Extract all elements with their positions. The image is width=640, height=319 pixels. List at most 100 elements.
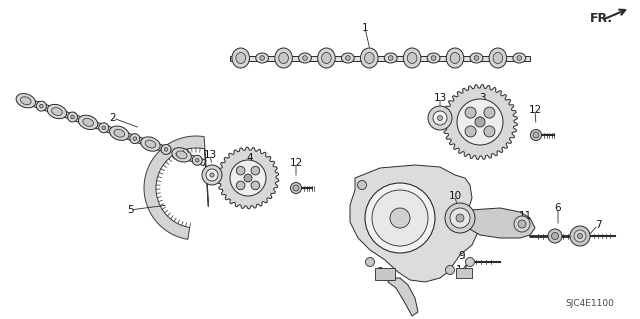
Polygon shape [443,85,517,160]
Circle shape [450,208,470,228]
Ellipse shape [114,129,125,137]
Ellipse shape [16,93,35,108]
Circle shape [388,56,393,60]
Polygon shape [466,208,535,238]
Ellipse shape [317,48,335,68]
Circle shape [365,257,374,266]
Ellipse shape [232,48,250,68]
Ellipse shape [172,148,191,162]
Ellipse shape [427,53,440,63]
Circle shape [102,126,106,130]
Ellipse shape [275,48,292,68]
Circle shape [260,56,264,60]
Text: 14: 14 [456,265,468,275]
Circle shape [303,56,307,60]
Ellipse shape [192,155,202,165]
Ellipse shape [450,53,460,63]
Circle shape [431,56,436,60]
Ellipse shape [52,108,62,115]
Text: 2: 2 [109,113,116,123]
Circle shape [517,56,522,60]
Circle shape [236,181,245,190]
Ellipse shape [36,101,46,111]
Circle shape [465,257,474,266]
Text: 9: 9 [459,251,465,261]
Circle shape [428,106,452,130]
Ellipse shape [360,48,378,68]
Circle shape [372,190,428,246]
Ellipse shape [83,118,93,126]
Ellipse shape [99,123,109,133]
Text: 13: 13 [204,150,216,160]
Circle shape [465,107,476,118]
Circle shape [236,166,245,175]
Circle shape [570,226,590,246]
Ellipse shape [407,53,417,63]
Polygon shape [350,165,478,282]
Ellipse shape [68,112,77,122]
Circle shape [475,117,485,127]
Text: 3: 3 [479,93,485,103]
Circle shape [518,220,526,228]
Polygon shape [388,278,418,316]
Ellipse shape [321,53,332,63]
Circle shape [206,169,218,181]
Text: 1: 1 [362,23,368,33]
Circle shape [514,216,530,232]
Ellipse shape [341,53,355,63]
Bar [230,56,530,61]
Circle shape [358,181,367,189]
Circle shape [40,104,43,108]
Circle shape [548,229,562,243]
Circle shape [195,159,199,162]
Polygon shape [17,95,206,166]
Bar [456,268,472,278]
Ellipse shape [384,53,397,63]
Text: 5: 5 [127,205,133,215]
Circle shape [533,132,539,138]
Circle shape [251,166,260,175]
Ellipse shape [489,48,507,68]
Ellipse shape [279,53,289,63]
Ellipse shape [20,97,31,105]
Ellipse shape [364,53,374,63]
Circle shape [293,185,299,191]
Text: 6: 6 [555,203,561,213]
Ellipse shape [176,151,187,159]
Ellipse shape [446,48,464,68]
Ellipse shape [130,134,140,144]
Circle shape [465,126,476,137]
Text: 4: 4 [246,153,253,163]
Ellipse shape [470,53,483,63]
Ellipse shape [299,53,312,63]
Text: 12: 12 [529,105,541,115]
Circle shape [433,111,447,125]
Circle shape [574,230,586,242]
Text: 8: 8 [377,267,383,277]
Polygon shape [144,136,208,239]
Text: 10: 10 [449,191,461,201]
Circle shape [71,115,74,119]
Circle shape [577,234,582,239]
Circle shape [210,173,214,177]
Circle shape [202,165,222,185]
Text: 7: 7 [595,220,602,230]
Text: FR.: FR. [590,11,613,25]
Circle shape [133,137,137,140]
Ellipse shape [47,104,67,119]
Circle shape [230,160,266,196]
Circle shape [445,265,454,275]
Text: 11: 11 [518,211,532,221]
Circle shape [390,208,410,228]
Text: 12: 12 [289,158,303,168]
Circle shape [531,130,541,140]
Polygon shape [217,147,279,209]
Circle shape [484,126,495,137]
Circle shape [474,56,479,60]
Circle shape [445,203,475,233]
Ellipse shape [79,115,98,130]
Circle shape [457,99,503,145]
Ellipse shape [109,126,129,140]
Circle shape [552,233,559,240]
Circle shape [244,174,252,182]
